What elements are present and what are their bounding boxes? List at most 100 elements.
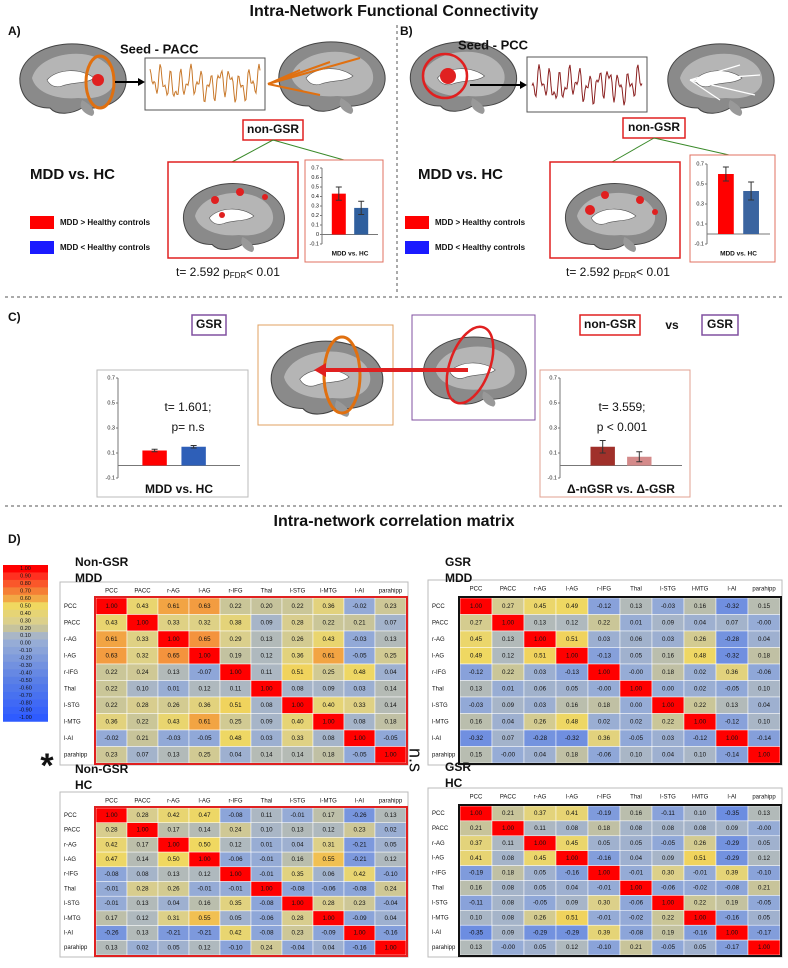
y-tick-label: 0.1 [107,450,115,456]
connector [272,139,345,161]
cell-value: 1.00 [260,885,273,892]
matrix-title: GSR [445,760,471,774]
cell-value: -0.19 [469,870,484,877]
cell-value: 0.14 [384,702,397,709]
cell-value: 1.00 [566,855,579,862]
cell-value: 0.51 [566,914,579,921]
y-tick-label: 0.1 [549,450,557,456]
cell-value: -0.32 [469,735,484,742]
error-bar [599,440,606,454]
heading: MDD vs. HC [418,166,503,183]
cell-value: 0.17 [322,812,335,819]
error-bar [358,200,365,216]
cell-value: 0.18 [322,751,335,758]
cell-value: 0.03 [534,669,547,676]
cell-value: -0.03 [352,636,367,643]
column-label: l-MTG [692,795,709,801]
tag-box [191,314,227,336]
chart-frame [539,369,691,498]
row-label: PACC [64,828,81,834]
tag: non-GSR [584,317,636,331]
cell-value: -0.13 [597,652,612,659]
cell-value: 0.13 [167,669,180,676]
cell-value: 0.12 [198,685,211,692]
column-label: Thal [630,795,642,801]
cell-value: 0.21 [136,735,149,742]
cell-value: 0.61 [105,636,118,643]
cell-value: 0.26 [534,718,547,725]
cell-value: 0.01 [260,841,273,848]
cell-value: -0.32 [725,603,740,610]
cell-value: 0.42 [105,841,118,848]
cell-value: 0.40 [322,702,335,709]
cell-value: 0.27 [470,619,483,626]
cell-value: 0.23 [384,603,397,610]
cell-value: -0.08 [352,885,367,892]
cell-value: -0.05 [629,735,644,742]
cell-value: 0.11 [261,812,273,819]
cell-value: -0.35 [725,810,740,817]
cell-value: -0.05 [725,685,740,692]
cell-value: 0.10 [694,751,707,758]
cell-value: 0.10 [470,914,483,921]
error-bar [636,451,643,463]
cell-value: 0.08 [291,685,304,692]
column-label: r-IFG [597,795,611,801]
matrix-border [458,596,782,765]
cell-value: -0.04 [290,944,305,951]
seed-ring [84,54,116,110]
cell-value: 1.00 [534,636,547,643]
cell-value: 0.14 [291,751,304,758]
cell-value: -0.08 [104,871,119,878]
connection-lines [689,64,761,101]
cell-value: 0.28 [322,900,335,907]
cell-value: -0.05 [661,840,676,847]
cell-value: 0.07 [136,751,149,758]
cell-value: 0.10 [694,810,707,817]
cell-value: 0.26 [694,840,707,847]
column-label: parahipp [752,587,776,593]
cell-value: 0.65 [198,636,211,643]
colorbar-cell [3,691,48,700]
cell-value: 0.08 [694,825,707,832]
cell-value: 0.08 [662,825,675,832]
row-label: r-AG [432,841,445,847]
column-label: l-AI [728,795,737,801]
cell-value: 1.00 [167,636,180,643]
column-label: PCC [470,795,483,801]
cell-value: 0.13 [502,636,515,643]
cell-value: 1.00 [136,827,149,834]
cell-value: 0.48 [566,718,579,725]
cell-value: -0.03 [469,702,484,709]
cell-value: 0.04 [502,718,515,725]
column-label: l-MTG [320,589,337,595]
cell-value: 1.00 [198,856,211,863]
tag: non-GSR [247,122,299,136]
matrix-border [458,804,782,957]
column-label: r-AG [167,799,180,805]
cell-value: 0.09 [662,619,675,626]
cell-value: 0.17 [167,827,180,834]
connector [231,139,274,163]
cell-value: 1.00 [662,702,675,709]
row-label: Thal [432,686,444,692]
cell-value: 0.10 [630,751,643,758]
bar [331,193,346,235]
cell-value: 0.33 [136,636,149,643]
colorbar-label: -0.70 [19,693,32,699]
cell-value: 0.05 [167,944,180,951]
seed-label: Seed - PCC [458,37,529,52]
cell-value: 0.33 [291,735,304,742]
column-label: parahipp [379,799,403,805]
cell-value: -0.01 [259,871,274,878]
cell-value: 0.19 [662,929,675,936]
cell-value: 0.26 [534,914,547,921]
cell-value: 0.08 [630,825,643,832]
cell-value: 0.55 [198,915,211,922]
cell-value: 0.06 [534,685,547,692]
cell-value: -0.00 [597,685,612,692]
cell-value: 0.08 [502,885,515,892]
colorbar-label: -0.10 [19,648,32,654]
cell-value: 0.39 [726,870,739,877]
row-label: l-AG [64,857,76,863]
